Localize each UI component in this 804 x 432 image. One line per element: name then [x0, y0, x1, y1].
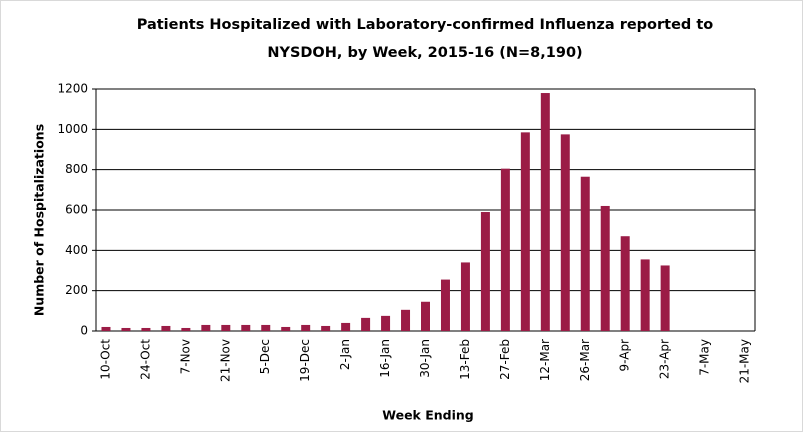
y-tick-label: 200 [65, 283, 88, 297]
bar [580, 176, 590, 331]
bar [401, 309, 411, 331]
y-tick-label: 1200 [57, 82, 88, 96]
bar [241, 324, 251, 331]
bar [460, 262, 470, 331]
y-tick-label: 400 [65, 243, 88, 257]
bar [640, 259, 650, 331]
bar [440, 279, 450, 331]
y-tick-label: 1000 [57, 122, 88, 136]
y-tick-label: 600 [65, 203, 88, 217]
x-tick-label: 19-Dec [298, 339, 312, 382]
x-tick-label: 26-Mar [578, 339, 592, 381]
bar [361, 317, 371, 331]
bar [600, 205, 610, 331]
bar [201, 324, 211, 331]
bar [121, 327, 131, 331]
bar [221, 324, 231, 331]
bar [321, 325, 331, 331]
bar [421, 301, 430, 331]
x-tick-label: 5-Dec [258, 339, 272, 374]
x-tick-label: 30-Jan [418, 339, 432, 378]
bar [381, 315, 391, 331]
bar [540, 93, 550, 332]
x-tick-label: 21-May [738, 339, 752, 383]
bar [341, 322, 351, 331]
x-tick-label: 10-Oct [98, 339, 112, 380]
x-tick-label: 13-Feb [458, 339, 472, 380]
x-tick-label: 27-Feb [498, 339, 512, 380]
bar [520, 132, 530, 331]
x-tick-label: 16-Jan [378, 339, 392, 378]
y-tick-label: 800 [65, 162, 88, 176]
y-axis-label: Number of Hospitalizations [32, 124, 47, 316]
x-tick-label: 24-Oct [138, 339, 152, 380]
bar [281, 326, 291, 331]
bar [101, 326, 111, 331]
x-axis-label: Week Ending [382, 408, 473, 423]
bar [500, 168, 510, 331]
x-tick-label: 21-Nov [218, 339, 232, 382]
bar [141, 327, 151, 331]
bar [301, 324, 311, 331]
bar [261, 324, 271, 331]
chart-title: Patients Hospitalized with Laboratory-co… [137, 17, 714, 33]
x-tick-label: 7-May [698, 339, 712, 376]
x-tick-label: 9-Apr [618, 339, 632, 372]
bar [560, 134, 570, 331]
x-tick-label: 7-Nov [178, 339, 192, 374]
y-tick-label: 0 [80, 324, 88, 338]
bar [620, 236, 630, 331]
x-tick-label: 2-Jan [338, 339, 352, 370]
x-tick-label: 23-Apr [658, 339, 672, 379]
bar [480, 212, 490, 331]
bar [161, 325, 171, 331]
bar [660, 265, 670, 331]
bar [181, 327, 191, 331]
x-tick-label: 12-Mar [538, 339, 552, 381]
chart-title: NYSDOH, by Week, 2015-16 (N=8,190) [267, 45, 582, 61]
